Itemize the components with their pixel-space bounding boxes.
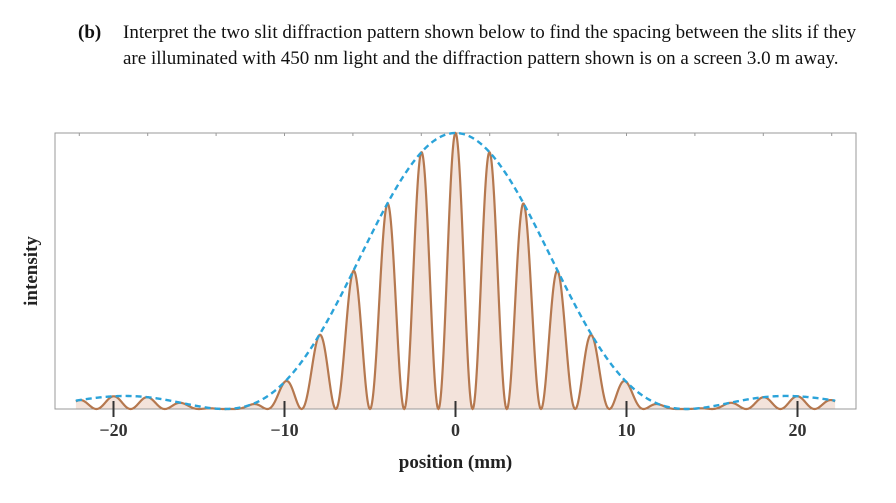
peak-point bbox=[454, 132, 456, 134]
peak-point bbox=[523, 206, 525, 208]
x-tick-label: −20 bbox=[99, 420, 127, 440]
peak-point bbox=[489, 154, 491, 156]
x-tick-label: 0 bbox=[451, 420, 460, 440]
peak-point bbox=[283, 383, 285, 385]
y-axis-title: intensity bbox=[21, 236, 42, 306]
intensity-line bbox=[75, 131, 836, 411]
peak-point bbox=[181, 400, 183, 402]
peak-point bbox=[147, 397, 149, 399]
x-axis-title: position (mm) bbox=[399, 452, 512, 473]
intensity-fill bbox=[75, 133, 836, 409]
peak-point bbox=[420, 154, 422, 156]
peak-point bbox=[728, 400, 730, 402]
peak-point bbox=[386, 206, 388, 208]
peak-point bbox=[352, 273, 354, 275]
peak-point bbox=[557, 273, 559, 275]
peak-point bbox=[625, 383, 627, 385]
envelope-line bbox=[75, 131, 836, 411]
question: (b) Interpret the two slit diffraction p… bbox=[78, 20, 878, 72]
peak-point bbox=[591, 336, 593, 338]
peak-point bbox=[762, 397, 764, 399]
x-tick-label: 20 bbox=[789, 420, 807, 440]
peak-point bbox=[318, 336, 320, 338]
question-label: (b) bbox=[78, 22, 102, 43]
x-tick-label: 10 bbox=[618, 420, 636, 440]
x-tick-label: −10 bbox=[270, 420, 298, 440]
question-text: Interpret the two slit diffraction patte… bbox=[123, 22, 857, 69]
